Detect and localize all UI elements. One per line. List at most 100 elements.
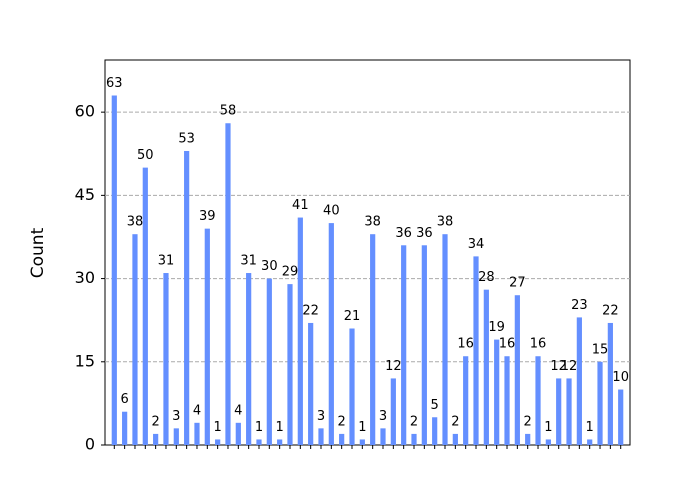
bar	[339, 433, 345, 445]
bar	[390, 378, 396, 445]
bar	[514, 295, 520, 445]
value-label: 3	[379, 409, 387, 424]
value-label: 34	[468, 237, 485, 252]
bar	[380, 428, 386, 445]
value-label: 12	[385, 359, 402, 374]
y-axis-label: Count	[28, 227, 48, 278]
value-label: 21	[344, 309, 361, 324]
bar	[473, 256, 479, 445]
bar	[122, 411, 128, 445]
bar	[576, 317, 582, 445]
y-tick-label: 60	[75, 102, 95, 121]
value-label: 30	[261, 259, 278, 274]
value-label: 16	[499, 337, 516, 352]
bar	[566, 378, 572, 445]
value-label: 16	[457, 337, 474, 352]
value-label: 22	[302, 303, 319, 318]
value-label: 2	[151, 414, 159, 429]
value-label: 1	[358, 420, 366, 435]
bar	[618, 389, 624, 445]
bar	[132, 234, 138, 445]
bar	[163, 273, 169, 445]
bar	[194, 422, 200, 445]
value-label: 63	[106, 76, 123, 91]
value-label: 12	[561, 359, 578, 374]
value-label: 22	[602, 303, 619, 318]
bar	[235, 422, 241, 445]
value-label: 39	[199, 209, 216, 224]
bar	[328, 223, 334, 445]
bar	[297, 217, 303, 445]
bar	[504, 356, 510, 445]
value-label: 40	[323, 204, 340, 219]
value-label: 50	[137, 148, 154, 163]
bar	[266, 278, 272, 445]
bar	[411, 433, 417, 445]
bar	[318, 428, 324, 445]
value-label: 3	[172, 409, 180, 424]
value-label: 19	[488, 320, 505, 335]
value-label: 2	[524, 414, 532, 429]
bar	[432, 417, 438, 445]
bar	[545, 439, 551, 445]
bar	[256, 439, 262, 445]
bar	[525, 433, 531, 445]
bar	[349, 328, 355, 445]
value-label: 4	[193, 403, 201, 418]
value-label: 29	[282, 265, 299, 280]
value-label: 1	[586, 420, 594, 435]
value-label: 31	[158, 254, 175, 269]
value-label: 58	[220, 104, 237, 119]
value-label: 6	[120, 392, 128, 407]
value-label: 2	[338, 414, 346, 429]
bar	[142, 167, 148, 445]
bar	[153, 433, 159, 445]
bar	[421, 245, 427, 445]
plot-frame	[104, 59, 631, 446]
bar	[111, 95, 117, 445]
value-label: 31	[240, 254, 257, 269]
value-label: 3	[317, 409, 325, 424]
bar	[442, 234, 448, 445]
value-label: 12	[550, 359, 567, 374]
bar	[215, 439, 221, 445]
bar	[452, 433, 458, 445]
bar	[359, 439, 365, 445]
value-label: 2	[451, 414, 459, 429]
bar	[277, 439, 283, 445]
bar	[483, 289, 489, 445]
value-label: 10	[612, 370, 629, 385]
bar	[246, 273, 252, 445]
value-label: 5	[431, 398, 439, 413]
bar	[204, 228, 210, 445]
value-label: 15	[592, 342, 609, 357]
bar	[287, 284, 293, 445]
value-label: 1	[276, 420, 284, 435]
value-label: 23	[571, 298, 588, 313]
y-tick-label: 15	[75, 351, 95, 370]
bar	[401, 245, 407, 445]
value-label: 1	[544, 420, 552, 435]
bar	[184, 150, 190, 445]
value-label: 38	[364, 215, 381, 230]
bar	[225, 123, 231, 446]
value-label: 36	[395, 226, 412, 241]
bar	[607, 322, 613, 445]
value-label: 28	[478, 270, 495, 285]
bar	[597, 361, 603, 445]
value-label: 4	[234, 403, 242, 418]
y-tick-label: 30	[75, 268, 95, 287]
value-label: 41	[292, 198, 309, 213]
bar	[587, 439, 593, 445]
value-label: 16	[530, 337, 547, 352]
value-label: 2	[410, 414, 418, 429]
value-label: 53	[178, 131, 195, 146]
bar	[308, 322, 314, 445]
value-label: 36	[416, 226, 433, 241]
y-tick-label: 45	[75, 185, 95, 204]
bar	[370, 234, 376, 445]
value-label: 38	[437, 215, 454, 230]
bar	[173, 428, 179, 445]
value-label: 1	[214, 420, 222, 435]
